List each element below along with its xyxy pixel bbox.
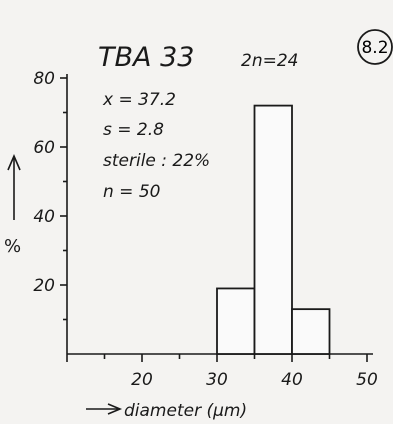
y-tick-label: 40 [33,207,55,227]
stat-n: n = 50 [103,182,160,202]
chart-title: TBA 33 [98,42,194,73]
x-axis-arrow [86,403,123,415]
x-tick-label: 20 [131,370,153,390]
x-tick-label: 50 [356,370,378,390]
y-ticks: 20 40 60 80 [33,69,67,321]
y-tick-label: 20 [33,276,55,296]
chromosome-number: 2n=24 [241,51,298,71]
x-tick-label: 30 [206,370,228,390]
stat-mean: x = 37.2 [102,90,176,110]
x-tick-label: 40 [281,370,303,390]
y-tick-label: 60 [33,138,55,158]
y-axis-arrow [7,153,21,220]
histogram-bar [216,287,256,355]
figure-number-badge: 8.2 [357,29,393,65]
y-tick-label: 80 [33,69,55,89]
y-axis-label: % [4,236,21,257]
x-axis-label: diameter (µm) [124,401,247,421]
figure-number: 8.2 [361,38,388,58]
histogram-bars [216,104,331,355]
histogram-bar [253,104,293,355]
stat-sd: s = 2.8 [103,120,164,140]
histogram-bar [291,308,331,355]
x-ticks: 20 30 40 50 [66,354,378,390]
stat-sterile: sterile : 22% [103,151,210,171]
